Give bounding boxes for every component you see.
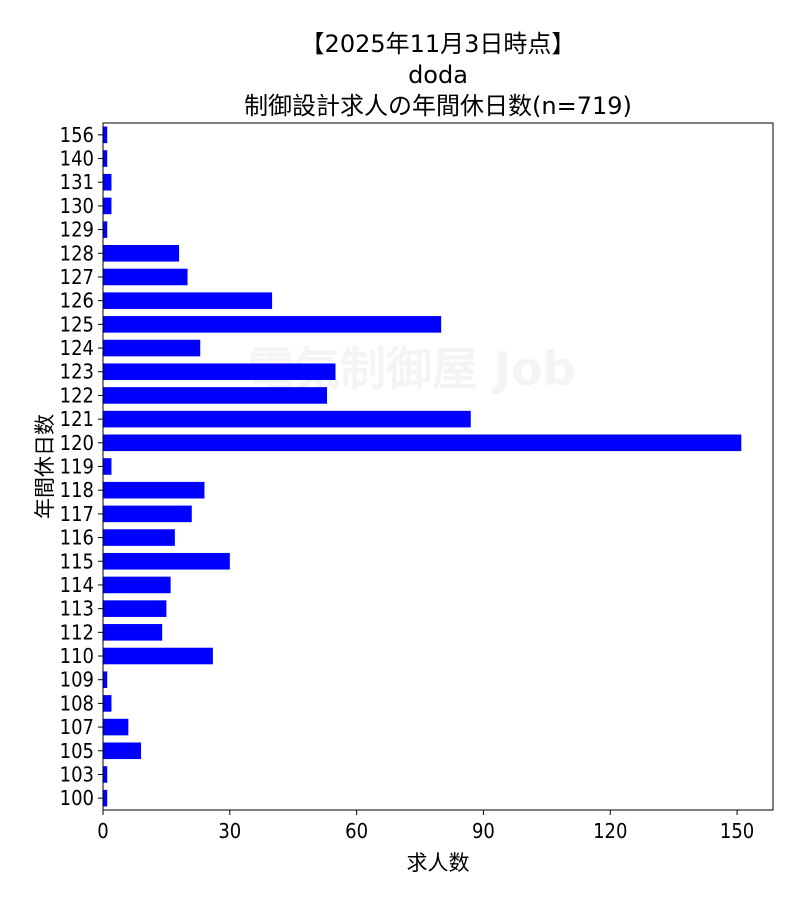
y-axis-label: 年間休日数 <box>33 414 57 519</box>
bar <box>103 292 273 309</box>
bar <box>103 552 230 570</box>
y-tick-label: 109 <box>60 668 94 692</box>
bars-group <box>103 126 742 807</box>
y-tick-label: 110 <box>60 644 94 668</box>
bar <box>103 671 108 688</box>
bar <box>103 481 205 499</box>
chart-title: 【2025年11月3日時点】 doda 制御設計求人の年間休日数(n=719) <box>244 30 632 120</box>
x-axis-label: 求人数 <box>407 851 470 875</box>
title-line: 【2025年11月3日時点】 <box>301 30 576 58</box>
bar <box>103 245 180 262</box>
bar <box>103 126 108 144</box>
y-tick-label: 130 <box>60 194 94 218</box>
bar <box>103 742 142 760</box>
bar <box>103 789 108 807</box>
y-tick-label: 126 <box>60 289 94 313</box>
x-tick-label: 0 <box>97 819 108 843</box>
bar <box>103 647 213 665</box>
bar <box>103 695 112 712</box>
y-tick-label: 129 <box>60 218 94 242</box>
bar <box>103 766 108 783</box>
y-tick-label: 124 <box>60 336 94 360</box>
bar <box>103 576 171 594</box>
bar <box>103 600 167 617</box>
y-tick-label: 108 <box>60 691 94 715</box>
y-tick-label: 122 <box>60 383 94 407</box>
bar <box>103 268 188 286</box>
y-tick-label: 123 <box>60 360 94 384</box>
title-line: 制御設計求人の年間休日数(n=719) <box>244 92 632 120</box>
y-tick-label: 113 <box>60 597 94 621</box>
y-tick-label: 100 <box>60 786 94 810</box>
bar <box>103 316 442 333</box>
bar <box>103 339 201 357</box>
y-tick-label: 131 <box>60 170 94 194</box>
bar <box>103 363 336 381</box>
x-tick-label: 30 <box>218 819 241 843</box>
y-tick-label: 156 <box>60 123 94 147</box>
bar <box>103 529 175 546</box>
x-tick-label: 150 <box>720 819 754 843</box>
y-tick-label: 107 <box>60 715 94 739</box>
y-tick-label: 128 <box>60 241 94 265</box>
x-axis-ticks: 0 30 60 90 120 150 <box>97 810 754 843</box>
y-tick-label: 112 <box>60 620 94 644</box>
y-tick-label: 118 <box>60 478 94 502</box>
bar <box>103 221 108 238</box>
y-tick-label: 117 <box>60 502 94 526</box>
title-line: doda <box>408 61 468 89</box>
bar <box>103 624 163 641</box>
y-tick-label: 115 <box>60 549 94 573</box>
x-tick-label: 90 <box>472 819 495 843</box>
bar <box>103 150 108 167</box>
bar <box>103 387 328 404</box>
bar <box>103 718 129 736</box>
bar <box>103 505 192 523</box>
bar <box>103 410 471 428</box>
y-tick-label: 125 <box>60 312 94 336</box>
y-tick-label: 114 <box>60 573 94 597</box>
bar <box>103 173 112 191</box>
y-tick-label: 121 <box>60 407 94 431</box>
plot-frame <box>102 122 774 811</box>
bar <box>103 197 112 215</box>
y-tick-label: 105 <box>60 739 94 763</box>
bar <box>103 458 112 475</box>
y-tick-label: 120 <box>60 431 94 455</box>
y-axis-ticks: 1561401311301291281271261251241231221211… <box>60 123 103 810</box>
y-tick-label: 127 <box>60 265 94 289</box>
y-tick-label: 119 <box>60 455 94 479</box>
y-tick-label: 103 <box>60 762 94 786</box>
x-tick-label: 120 <box>593 819 627 843</box>
y-tick-label: 140 <box>60 147 94 171</box>
y-tick-label: 116 <box>60 526 94 550</box>
x-tick-label: 60 <box>345 819 368 843</box>
bar <box>103 434 742 452</box>
